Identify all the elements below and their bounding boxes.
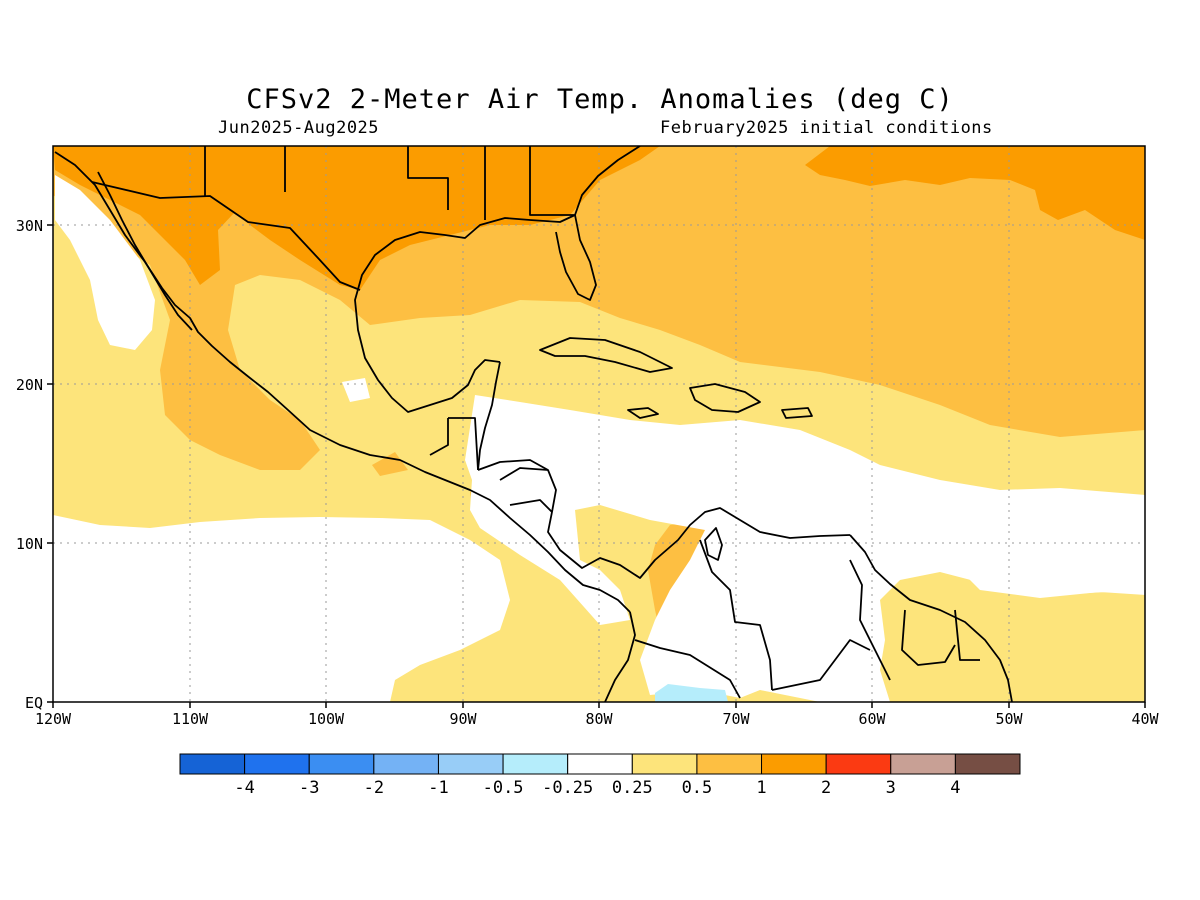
- colorbar-label: -4: [234, 778, 254, 798]
- colorbar-label: 1: [756, 778, 766, 798]
- lon-label: 60W: [858, 710, 886, 728]
- lat-label: 30N: [16, 217, 43, 235]
- border-guyana-suriname: [901, 609, 980, 666]
- colorbar-bin: [890, 753, 956, 775]
- chart-title: CFSv2 2-Meter Air Temp. Anomalies (deg C…: [246, 84, 954, 115]
- colorbar-bin: [502, 753, 569, 775]
- coast-central-america-caribbean: [477, 459, 851, 579]
- coast-hispaniola: [689, 383, 761, 413]
- colorbar-label: 0.5: [682, 778, 713, 798]
- coast-gulf-mexico: [354, 146, 641, 413]
- colorbar-label: 3: [886, 778, 896, 798]
- coastlines: [54, 146, 1013, 702]
- colorbar-bin: [373, 753, 439, 775]
- coast-yucatan-belize: [477, 361, 501, 471]
- colorbar-bin: [631, 753, 698, 775]
- colorbar-bin: [761, 753, 827, 775]
- lon-label: 120W: [35, 710, 72, 728]
- colorbar-label: -0.5: [483, 778, 524, 798]
- field-light-blue: [655, 684, 728, 702]
- lat-label: 20N: [16, 376, 43, 394]
- lon-label: 50W: [995, 710, 1023, 728]
- border-venezuela-guyana: [849, 559, 891, 681]
- colorbar-bin: [567, 753, 633, 775]
- coast-baja: [97, 171, 193, 331]
- field-white-pacific: [53, 515, 510, 702]
- coast-jamaica: [627, 407, 659, 419]
- axis-ticks: [47, 224, 1146, 708]
- colorbar-bin: [954, 753, 1021, 775]
- initial-conditions: February2025 initial conditions: [660, 118, 993, 138]
- coast-south-america-pacific: [604, 611, 636, 702]
- lon-label: 90W: [449, 710, 477, 728]
- colorbar-label: 4: [950, 778, 960, 798]
- lake-maracaibo: [704, 527, 723, 561]
- colorbar-bin: [437, 753, 504, 775]
- lon-label: 40W: [1131, 710, 1159, 728]
- anomaly-fields: [53, 146, 1145, 702]
- colorbar-label: -3: [299, 778, 319, 798]
- colorbar-label: 0.25: [612, 778, 653, 798]
- lon-label: 70W: [722, 710, 750, 728]
- border-peru-colombia: [634, 639, 741, 699]
- coast-puerto-rico: [781, 407, 813, 419]
- border-guatemala-belize: [429, 417, 479, 471]
- forecast-period: Jun2025-Aug2025: [218, 118, 380, 138]
- colorbar-bin: [825, 753, 892, 775]
- border-us-states: [204, 146, 575, 220]
- colorbar-label: -0.25: [542, 778, 593, 798]
- field-orange-atlantic: [805, 146, 1145, 240]
- field-white-baja: [55, 175, 155, 350]
- lat-label: 10N: [16, 535, 43, 553]
- colorbar: -4 -3 -2 -1 -0.5 -0.25 0.25 0.5 1 2 3 4: [179, 753, 1021, 798]
- lat-label: EQ: [25, 694, 43, 712]
- field-white-guiana: [950, 555, 1145, 598]
- field-white-caribbean: [465, 395, 1145, 702]
- colorbar-bin: [308, 753, 375, 775]
- field-light-orange-patch: [372, 452, 408, 476]
- border-venezuela-brazil: [771, 639, 871, 691]
- border-us-mexico: [91, 181, 361, 291]
- coast-cuba: [539, 337, 673, 373]
- colorbar-bin: [696, 753, 763, 775]
- colorbar-label: 2: [821, 778, 831, 798]
- colorbar-label: -2: [364, 778, 384, 798]
- lon-label: 100W: [308, 710, 345, 728]
- border-central-america: [499, 467, 553, 513]
- lon-label: 80W: [585, 710, 613, 728]
- border-colombia-venezuela: [699, 539, 773, 691]
- lon-label: 110W: [172, 710, 209, 728]
- colorbar-bin: [179, 753, 246, 775]
- colorbar-label: -1: [428, 778, 448, 798]
- grid-lines: [53, 146, 1145, 702]
- coast-south-america-atlantic: [849, 534, 1013, 702]
- colorbar-bin: [244, 753, 310, 775]
- coast-florida: [555, 214, 597, 301]
